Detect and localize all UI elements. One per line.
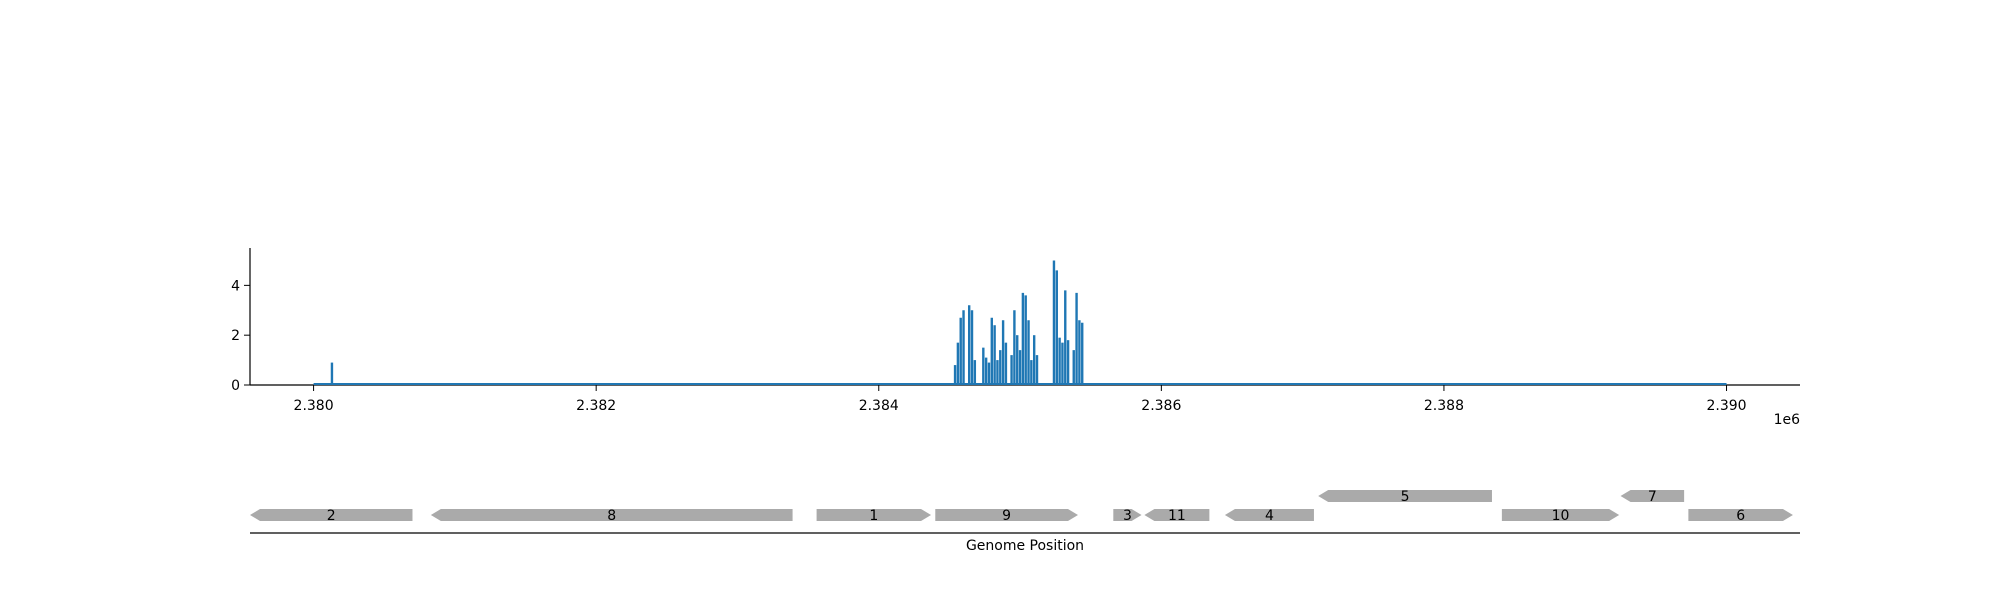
gene-4: 4 <box>1224 508 1314 524</box>
x-tick-label: 2.388 <box>1424 398 1464 414</box>
gene-11: 11 <box>1144 508 1210 524</box>
gene-arrow <box>1501 509 1620 521</box>
x-tick-label: 2.382 <box>576 398 616 414</box>
coverage-bars <box>330 260 1084 384</box>
y-tick-label: 2 <box>231 328 240 344</box>
coverage-plot: 0 2 4 2.380 2.382 2.384 2.386 2.388 2.390 1e6 <box>231 248 1800 428</box>
gene-arrow <box>1318 490 1492 502</box>
gene-label: 8 <box>607 508 616 524</box>
gene-arrow <box>250 509 413 521</box>
gene-arrow <box>1224 509 1314 521</box>
gene-arrow <box>935 509 1078 521</box>
gene-label: 6 <box>1736 508 1745 524</box>
gene-5: 5 <box>1318 489 1492 505</box>
gene-arrow <box>1144 509 1210 521</box>
gene-label: 7 <box>1648 489 1657 505</box>
y-axis-ticks: 0 2 4 <box>231 278 250 394</box>
gene-7: 7 <box>1620 489 1685 505</box>
gene-arrow <box>430 509 793 521</box>
gene-track-xlabel: Genome Position <box>966 538 1084 554</box>
gene-label: 9 <box>1002 508 1011 524</box>
gene-label: 3 <box>1123 508 1132 524</box>
gene-2: 2 <box>250 508 413 524</box>
gene-9: 9 <box>935 508 1078 524</box>
gene-arrow <box>1688 509 1793 521</box>
x-tick-label: 2.384 <box>859 398 899 414</box>
gene-label: 1 <box>869 508 878 524</box>
x-tick-label: 2.390 <box>1706 398 1746 414</box>
gene-features: 2 8 1 9 3 11 4 5 10 7 6 <box>250 489 1793 524</box>
gene-label: 11 <box>1168 508 1186 524</box>
gene-label: 10 <box>1552 508 1570 524</box>
y-tick-label: 4 <box>231 278 240 294</box>
gene-label: 2 <box>327 508 336 524</box>
gene-arrow <box>1620 490 1685 502</box>
gene-arrow <box>816 509 932 521</box>
x-axis-ticks: 2.380 2.382 2.384 2.386 2.388 2.390 <box>294 385 1747 414</box>
gene-label: 4 <box>1265 508 1274 524</box>
gene-label: 5 <box>1401 489 1410 505</box>
x-tick-label: 2.380 <box>294 398 334 414</box>
gene-1: 1 <box>816 508 932 524</box>
gene-10: 10 <box>1501 508 1620 524</box>
gene-6: 6 <box>1688 508 1793 524</box>
x-axis-offset-label: 1e6 <box>1774 412 1801 428</box>
gene-8: 8 <box>430 508 793 524</box>
gene-3: 3 <box>1113 508 1142 524</box>
gene-arrow <box>1113 509 1142 521</box>
y-tick-label: 0 <box>231 378 240 394</box>
gene-track: 2 8 1 9 3 11 4 5 10 7 6 Genome Position <box>250 489 1800 554</box>
x-tick-label: 2.386 <box>1141 398 1181 414</box>
